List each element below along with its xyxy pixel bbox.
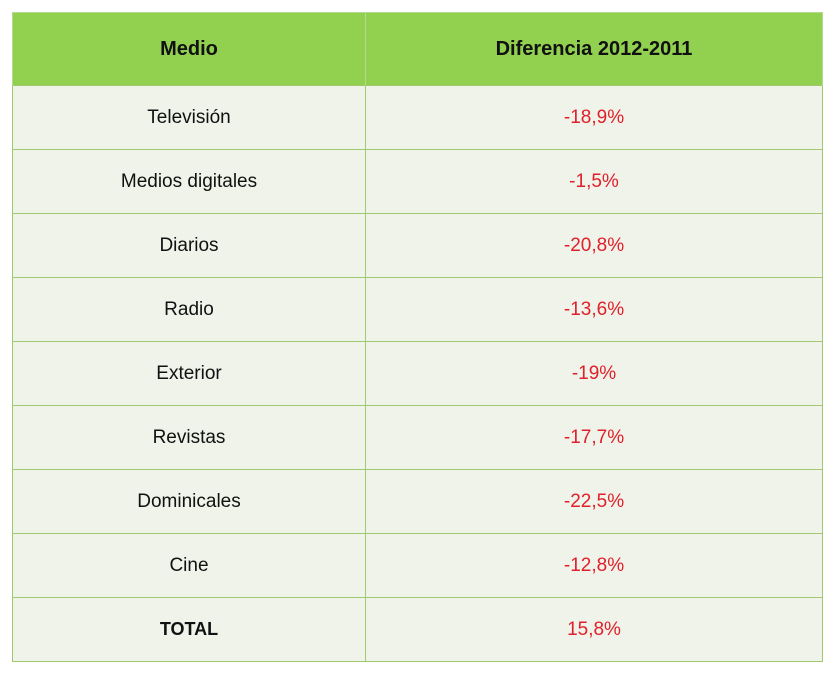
column-header-diferencia: Diferencia 2012-2011 [365,12,823,86]
diferencia-cell: -1,5% [365,149,823,214]
media-spending-table: Medio Diferencia 2012-2011 Televisión -1… [12,12,823,662]
diferencia-cell: -18,9% [365,85,823,150]
column-header-medio: Medio [12,12,366,86]
diferencia-cell: -13,6% [365,277,823,342]
total-value-cell: 15,8% [365,597,823,662]
header-row: Medio Diferencia 2012-2011 [12,12,823,86]
medio-cell: Dominicales [12,469,366,534]
total-label-cell: TOTAL [12,597,366,662]
table-row: Diarios -20,8% [12,213,823,278]
total-row: TOTAL 15,8% [12,597,823,662]
table-row: Cine -12,8% [12,533,823,598]
medio-cell: Cine [12,533,366,598]
medio-cell: Revistas [12,405,366,470]
medio-cell: Exterior [12,341,366,406]
table-row: Dominicales -22,5% [12,469,823,534]
table-row: Revistas -17,7% [12,405,823,470]
medio-cell: Diarios [12,213,366,278]
medio-cell: Radio [12,277,366,342]
table-row: Radio -13,6% [12,277,823,342]
medio-cell: Medios digitales [12,149,366,214]
diferencia-cell: -22,5% [365,469,823,534]
table-row: Exterior -19% [12,341,823,406]
diferencia-cell: -17,7% [365,405,823,470]
medio-cell: Televisión [12,85,366,150]
table-row: Medios digitales -1,5% [12,149,823,214]
table-row: Televisión -18,9% [12,85,823,150]
diferencia-cell: -19% [365,341,823,406]
diferencia-cell: -12,8% [365,533,823,598]
diferencia-cell: -20,8% [365,213,823,278]
